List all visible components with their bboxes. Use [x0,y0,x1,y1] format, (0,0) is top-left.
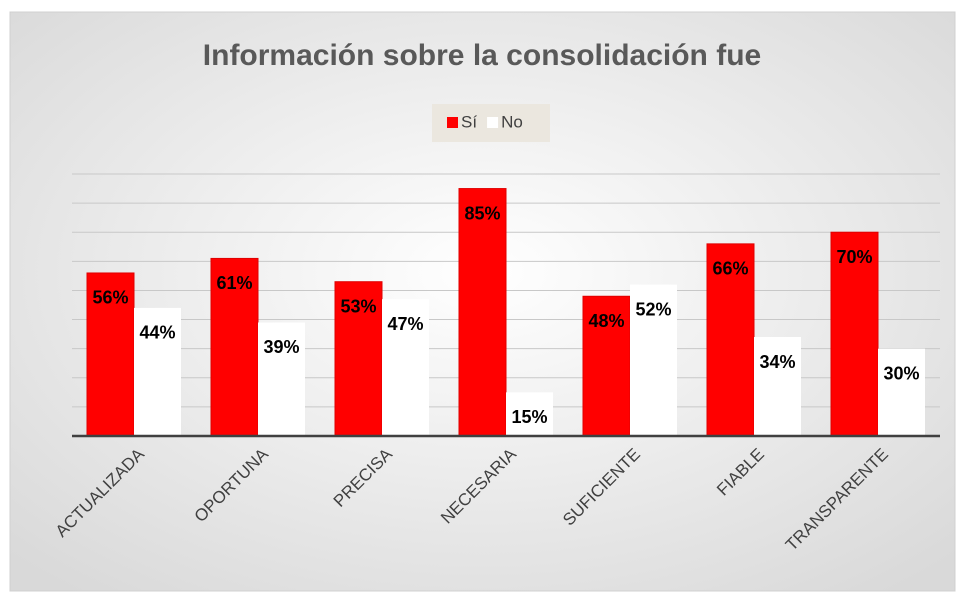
bar [506,392,553,436]
bar [754,337,801,436]
bar [134,307,181,436]
legend-label: No [501,112,523,131]
data-label: 70% [836,247,872,267]
bar [334,281,383,437]
bar [210,257,259,437]
bar [582,295,631,437]
data-label: 47% [387,314,423,334]
data-label: 53% [340,296,376,316]
data-label: 39% [263,337,299,357]
bar [630,284,677,436]
data-label: 66% [712,259,748,279]
bar [830,231,879,437]
chart-title: Información sobre la consolidación fue [203,39,761,72]
data-label: 15% [511,407,547,427]
legend-swatch [447,117,458,128]
data-label: 61% [216,273,252,293]
data-label: 52% [635,299,671,319]
legend-swatch [487,117,499,128]
bar [458,188,507,437]
bar [382,299,429,436]
data-label: 56% [92,288,128,308]
data-label: 85% [464,203,500,223]
legend-label: Sí [461,112,477,131]
data-label: 44% [139,323,175,343]
bar [258,322,305,436]
data-label: 30% [883,363,919,383]
bar [86,272,135,437]
data-label: 48% [588,311,624,331]
data-label: 34% [759,352,795,372]
bar [878,348,925,436]
